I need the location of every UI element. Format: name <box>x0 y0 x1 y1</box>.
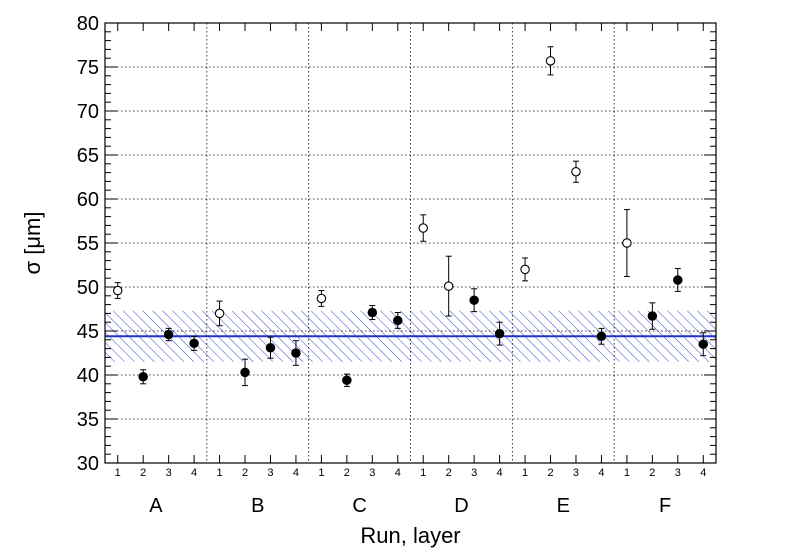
x-tick-label: 1 <box>217 467 223 479</box>
y-tick-label: 50 <box>77 277 99 299</box>
plot-frame <box>104 22 717 464</box>
data-points <box>112 46 709 387</box>
group-label: A <box>149 495 163 517</box>
filled-marker <box>163 329 174 340</box>
open-marker <box>418 223 428 233</box>
group-label: D <box>454 495 468 517</box>
filled-marker <box>189 338 199 349</box>
y-tick-label: 65 <box>77 145 99 167</box>
y-axis-title: σ [μm] <box>20 212 45 275</box>
filled-marker <box>596 331 607 342</box>
y-tick-label: 45 <box>77 321 99 343</box>
x-tick-label: 4 <box>598 467 604 479</box>
filled-marker <box>342 375 352 386</box>
x-tick-label: 2 <box>446 467 452 479</box>
x-tick-label: 2 <box>547 467 553 479</box>
open-marker <box>214 308 225 319</box>
y-tick-label: 35 <box>77 409 99 431</box>
x-tick-label: 4 <box>700 467 706 479</box>
x-tick-label: 4 <box>497 467 503 479</box>
filled-marker <box>494 328 505 339</box>
group-label: B <box>251 495 264 517</box>
x-tick-label: 3 <box>675 467 681 479</box>
x-tick-label: 4 <box>293 467 299 479</box>
open-marker <box>316 293 327 304</box>
filled-marker <box>647 311 658 321</box>
group-label: F <box>659 495 671 517</box>
x-tick-label: 2 <box>242 467 248 479</box>
x-tick-label: 1 <box>624 467 630 479</box>
group-label: E <box>557 495 570 517</box>
grid <box>105 23 716 463</box>
x-tick-label: 1 <box>318 467 324 479</box>
open-marker <box>520 264 530 275</box>
x-tick-label: 2 <box>140 467 146 479</box>
filled-marker <box>265 342 276 353</box>
filled-marker <box>698 339 709 349</box>
y-tick-label: 70 <box>77 101 99 123</box>
x-tick-label: 3 <box>573 467 579 479</box>
open-marker <box>571 166 581 177</box>
open-marker <box>443 281 454 291</box>
x-tick-label: 1 <box>420 467 426 479</box>
filled-marker <box>367 307 378 318</box>
x-tick-label: 3 <box>267 467 273 479</box>
y-tick-label: 60 <box>77 189 99 211</box>
y-tick-label: 40 <box>77 365 99 387</box>
x-tick-label: 4 <box>191 467 197 479</box>
y-tick-label: 80 <box>77 13 99 35</box>
filled-marker <box>291 348 301 358</box>
x-axis-title: Run, layer <box>360 523 460 548</box>
x-tick-label: 2 <box>344 467 350 479</box>
y-tick-label: 55 <box>77 233 99 255</box>
filled-marker <box>673 275 683 285</box>
open-marker <box>622 238 632 248</box>
x-tick-labels: 1 2 3 4 1 2 3 4 1 2 3 4 1 2 3 4 1 2 3 4 1 2 3 4 <box>115 467 707 479</box>
x-tick-label: 1 <box>115 467 121 479</box>
y-tick-labels: 30 35 40 45 50 55 60 65 70 75 80 <box>77 13 99 475</box>
x-tick-label: 1 <box>522 467 528 479</box>
filled-marker <box>138 372 148 382</box>
x-tick-label: 4 <box>395 467 401 479</box>
x-tick-label: 3 <box>369 467 375 479</box>
filled-marker <box>240 367 250 378</box>
y-tick-label: 75 <box>77 57 99 79</box>
x-tick-label: 3 <box>166 467 172 479</box>
y-tick-label: 30 <box>77 453 99 475</box>
x-tick-label: 2 <box>649 467 655 479</box>
filled-marker <box>393 315 403 326</box>
group-label: C <box>352 495 366 517</box>
group-labels: A B C D E F <box>149 495 671 517</box>
x-tick-label: 3 <box>471 467 477 479</box>
filled-marker <box>469 295 479 305</box>
open-marker <box>112 285 123 296</box>
axis-ticks <box>105 22 716 464</box>
open-marker <box>545 56 556 66</box>
